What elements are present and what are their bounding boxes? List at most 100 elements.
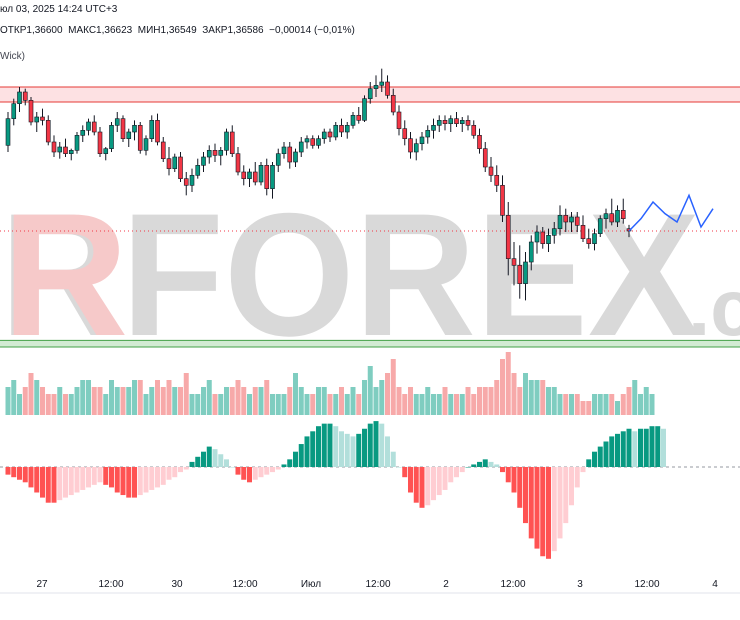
ohlc-readout: ОТКР1,36600 МАКС1,36623 МИН1,36549 ЗАКР1… [0,25,355,36]
candle [494,165,500,192]
histogram-bar [632,431,638,467]
histogram-bar [178,467,183,473]
candle-body [109,125,114,149]
price-pane [5,68,714,301]
candle-body [482,148,488,168]
volume-bar [51,394,57,415]
time-tick-label: 27 [36,579,48,590]
volume-bar [120,387,126,415]
volume-bar [344,394,350,415]
candle [126,128,132,147]
candle-body [287,146,293,163]
histogram-bar [132,467,137,498]
candle-body [597,218,603,234]
volume-bar [258,387,264,415]
volume-bar [431,394,436,415]
histogram-bar [91,467,97,485]
volume-bar [350,387,356,415]
volume-bar [505,352,511,415]
candle [97,127,103,157]
candle-body [114,118,120,126]
histogram-bar [482,459,488,467]
volume-bar [557,394,563,415]
candle-body [310,138,316,146]
volume-bar [580,401,586,415]
volume-bar [523,373,528,415]
open-label: ОТКР [0,25,27,36]
volume-bar [28,373,34,415]
volume-bar [206,380,212,415]
volume-bar [436,394,442,415]
histogram-bar [454,467,459,478]
candle [488,157,494,182]
candle-body [448,118,454,124]
candle [137,122,143,154]
candle-body [212,150,218,156]
volume-bar [500,359,505,415]
time-tick-label: 12:00 [365,579,390,590]
histogram-bar [97,467,103,483]
histogram-bar [235,467,241,475]
histogram-bar [408,467,413,493]
high-value: 1,36623 [96,25,133,36]
candle-body [68,150,74,154]
candle-body [224,131,229,151]
candle [477,128,482,154]
candle [57,142,63,159]
histogram-bar [638,428,643,467]
histogram-bar [534,467,540,549]
volume-bar [189,394,195,415]
volume-bar [327,394,333,415]
candle [597,215,603,237]
histogram-bar [597,446,603,467]
candle [459,117,465,132]
histogram-bar [661,428,666,467]
histogram-bar [143,467,149,493]
chart-date-line: юл 03, 2025 14:24 UTC+3 [0,4,118,15]
volume-bar [293,373,298,415]
candle [574,212,580,232]
histogram-bar [379,423,385,467]
candle-body [367,88,373,99]
volume-bar [5,387,11,415]
candle [281,142,287,159]
candle-body [465,120,471,126]
volume-bar [534,380,540,415]
histogram-bar [419,467,425,508]
candle-body [373,85,379,89]
volume-bar [45,394,51,415]
candle [454,112,459,127]
volume-bar [574,394,580,415]
volume-bar [321,387,327,415]
candle-body [431,125,436,131]
histogram-bar [189,461,195,467]
candle [178,152,183,182]
candle-body [17,91,22,104]
candle-body [235,153,241,173]
candle-body [620,210,626,219]
candle-body [592,233,597,244]
volume-bar [143,394,149,415]
volume-bar [241,387,247,415]
candle-body [298,141,304,153]
candle [528,235,534,271]
volume-bar [379,380,385,415]
histogram-bar [68,467,74,496]
candle [120,115,126,142]
candle [40,108,45,126]
candle-body [126,131,132,139]
volume-bar [367,366,373,415]
candle-body [5,118,11,146]
volume-bar [402,394,408,415]
candle [557,205,563,236]
candle-body [396,111,402,129]
histogram-bar [459,467,465,473]
candle [396,105,402,136]
volume-bar [316,387,321,415]
candle-body [362,98,367,121]
histogram-bar [523,467,528,524]
candle-body [178,156,183,179]
histogram-bar [528,467,534,539]
candle-body [264,165,270,189]
